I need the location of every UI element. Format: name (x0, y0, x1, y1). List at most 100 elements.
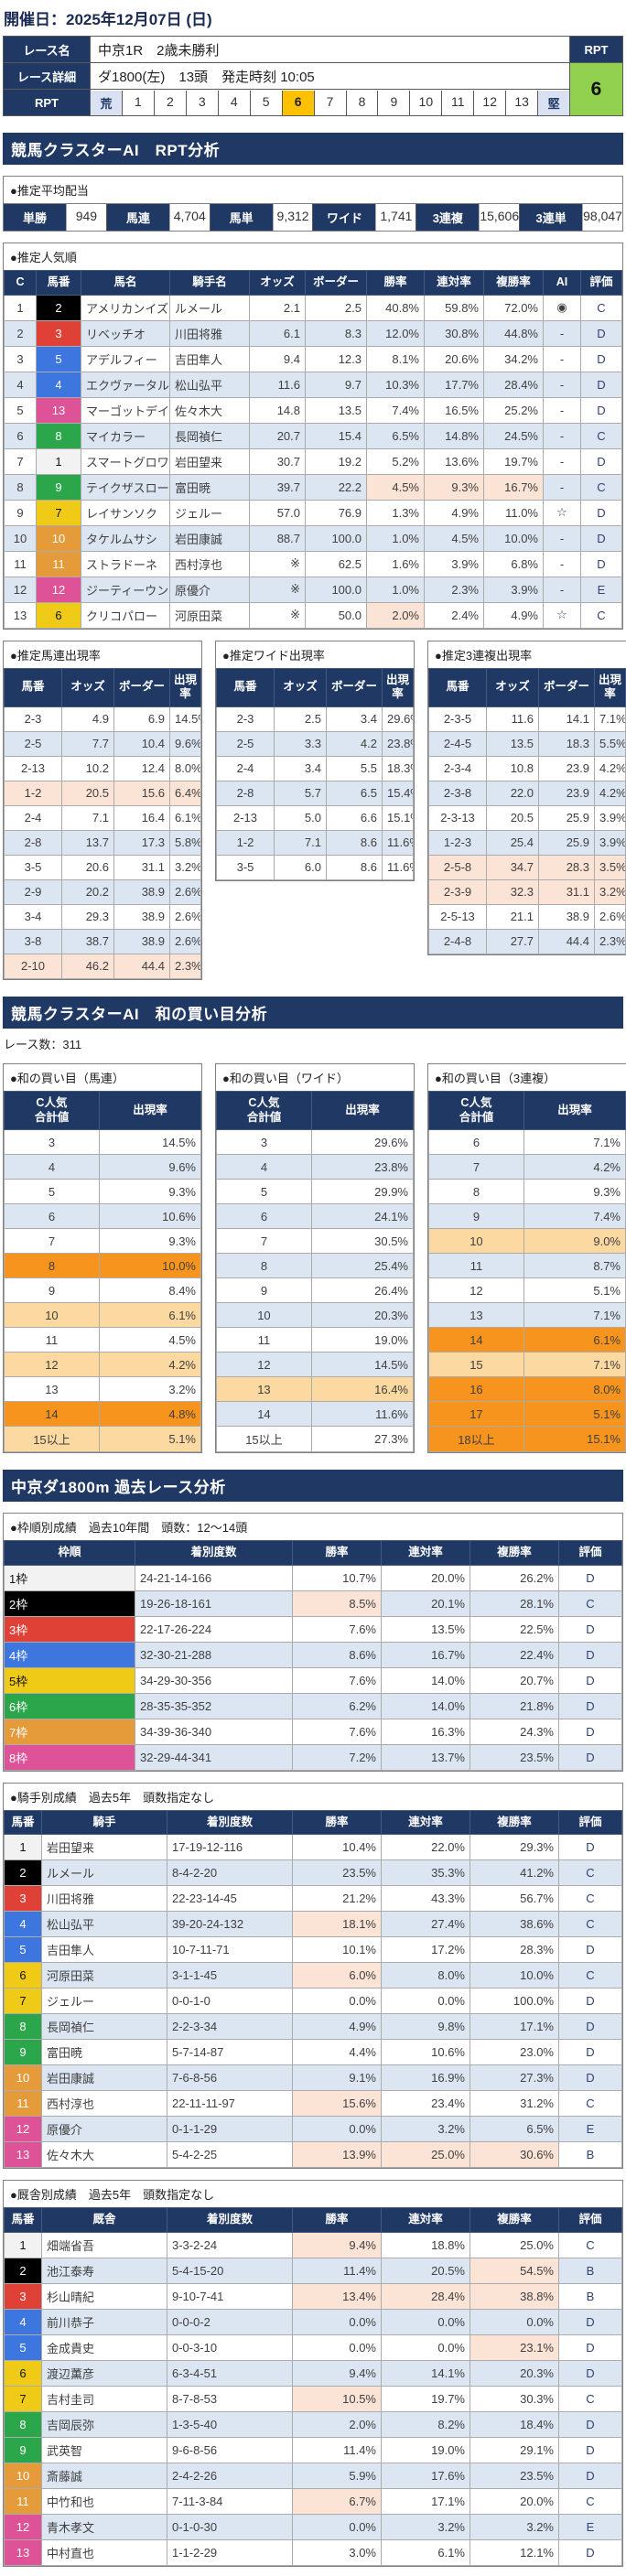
table-cell: 5 (4, 1936, 42, 1964)
rpt-tab-1[interactable]: 1 (121, 90, 154, 115)
table-cell: 6 (428, 1129, 524, 1156)
table-cell: 13 (428, 1302, 524, 1329)
table-row: 10 20.3% (216, 1302, 415, 1329)
table-cell: D (558, 1718, 622, 1745)
table-cell: 38.9 (113, 878, 170, 905)
table-cell: 6 (216, 1203, 312, 1230)
rpt-tab-11[interactable]: 11 (441, 90, 473, 115)
column-header: 連対率 (424, 270, 484, 296)
table-row: 2-5-8 34.7 28.3 3.5% (428, 854, 626, 880)
table-cell: D (558, 2039, 622, 2066)
table-cell: 22-23-14-45 (167, 1885, 293, 1913)
table-cell: 10.6% (381, 2039, 470, 2066)
table-cell: 100.0 (305, 524, 367, 552)
table-cell: 渡辺薫彦 (41, 2360, 167, 2387)
rpt-tab-12[interactable]: 12 (473, 90, 505, 115)
table-cell: 20.5 (61, 780, 114, 806)
table-cell: 39-20-24-132 (167, 1911, 293, 1938)
column-header: 馬名 (81, 270, 170, 296)
waku-title: ●枠順別成績 過去10年間 頭数：12～14頭 (10, 1521, 248, 1536)
table-row: 11 4.5% (4, 1327, 202, 1353)
rpt-tab-13[interactable]: 13 (505, 90, 537, 115)
table-cell: 9.7 (305, 371, 367, 398)
table-cell: 21.1 (486, 903, 539, 930)
table-cell: 31.1 (538, 878, 595, 905)
table-cell: 19.7% (483, 447, 544, 475)
rpt-tab-8[interactable]: 8 (345, 90, 378, 115)
rpt-tab-3[interactable]: 3 (185, 90, 218, 115)
table-row: 10 6.1% (4, 1302, 202, 1329)
table-cell: 18.3% (382, 755, 414, 781)
table-cell: 3.9% (483, 576, 544, 603)
header-row: C人気 合計値 出現率 (428, 1090, 626, 1131)
table-cell: 6.1 (249, 319, 306, 347)
table-cell: 8.7% (523, 1253, 626, 1279)
rpt-tab-6[interactable]: 6 (281, 90, 314, 115)
table-row: 15 7.1% (428, 1352, 626, 1378)
rpt-tab-7[interactable]: 7 (313, 90, 346, 115)
table-cell: D (558, 1641, 622, 1668)
table-row: 10 10 タケルムサシ 岩田康誠 88.7 100.0 1.0% 4.5% 10.0% - D (4, 524, 622, 552)
table-cell: 長岡禎仁 (169, 422, 250, 449)
table-cell: 0-1-1-29 (167, 2116, 293, 2143)
rpt-tab-5[interactable]: 5 (249, 90, 282, 115)
column-header: オッズ (274, 667, 327, 707)
table-cell: 7-6-8-56 (167, 2064, 293, 2092)
rpt-tab-9[interactable]: 9 (377, 90, 409, 115)
table-cell: 16.5% (424, 396, 484, 424)
table-cell: 11 (4, 2090, 42, 2118)
table-cell: 3枠 (4, 1615, 135, 1643)
table-cell: 河原田菜 (41, 1962, 167, 1989)
popularity-box: ●推定人気順 C 馬番 馬名 騎手名 オッズ ボーダー 勝率 連対率 複勝率 AI 評価 1 2 アメリカ… (3, 243, 623, 630)
payout-label: 単勝 (4, 204, 66, 231)
table-cell: 2-3-5 (428, 706, 487, 732)
table-row: 7 9.3% (4, 1228, 202, 1255)
column-header: 馬番 (4, 667, 62, 707)
rpt-tab-2[interactable]: 2 (153, 90, 186, 115)
table-cell: 17.1% (470, 2013, 559, 2041)
table-cell: 3.5% (594, 854, 626, 880)
table-cell: 2.3% (169, 953, 201, 979)
table-cell: 4.2 (326, 730, 383, 757)
table-cell: 8 (36, 422, 81, 449)
table-cell: 14 (428, 1327, 524, 1353)
rpt-tab-荒[interactable]: 荒 (91, 90, 122, 115)
rpt-tab-10[interactable]: 10 (409, 90, 441, 115)
table-cell: 8.4% (98, 1277, 202, 1304)
table-row: 3 5 アデルフィー 吉田隼人 9.4 12.3 8.1% 20.6% 34.2% - D (4, 345, 622, 372)
table-cell: 1 (4, 1834, 42, 1861)
wide-title: ●推定ワイド出現率 (222, 648, 325, 663)
table-cell: 斎藤誠 (41, 2463, 167, 2489)
table-cell: 長岡禎仁 (41, 2013, 167, 2041)
table-cell: タケルムサシ (81, 524, 170, 552)
table-row: 11 中竹和也 7-11-3-84 6.7% 17.1% 20.0% C (4, 2488, 622, 2515)
table-cell: 27.3% (470, 2064, 559, 2092)
table-cell: 5 (4, 2334, 42, 2361)
table-cell: 7.4% (366, 396, 425, 424)
table-cell: 青木孝文 (41, 2514, 167, 2540)
table-cell: ジェルー (169, 499, 250, 526)
table-cell: 1-3-5-40 (167, 2411, 293, 2438)
rpt-tab-4[interactable]: 4 (217, 90, 250, 115)
table-row: 1212ジーティーウンカイ原優介※100.01.0%2.3%3.9%-E (4, 576, 622, 603)
table-cell: 8.6 (326, 829, 383, 856)
table-cell: 5 (4, 396, 37, 424)
table-cell: 38.9 (113, 928, 170, 954)
table-cell: C (558, 1590, 622, 1617)
table-cell: 6.8% (483, 550, 544, 577)
table-cell: 金成貴史 (41, 2334, 167, 2361)
table-cell: 5.1% (523, 1277, 626, 1304)
table-row: 2-34.96.914.5% (4, 706, 201, 732)
table-cell: 武英智 (41, 2437, 167, 2463)
table-cell: 2 (4, 2258, 42, 2284)
table-cell: 8 (4, 2013, 42, 2041)
table-cell: C (558, 2386, 622, 2412)
table-row: 10 斎藤誠 2-4-2-26 5.9% 17.6% 23.5% D (4, 2463, 622, 2489)
table-cell: 7.1 (274, 829, 327, 856)
column-header: 複勝率 (483, 270, 544, 296)
table-row: 18以上 15.1% (428, 1426, 626, 1453)
table-cell: 2-3 (216, 706, 275, 732)
table-cell: 23.5% (292, 1859, 382, 1887)
table-cell: 4.2% (594, 755, 626, 781)
rpt-tab-堅[interactable]: 堅 (537, 90, 570, 115)
